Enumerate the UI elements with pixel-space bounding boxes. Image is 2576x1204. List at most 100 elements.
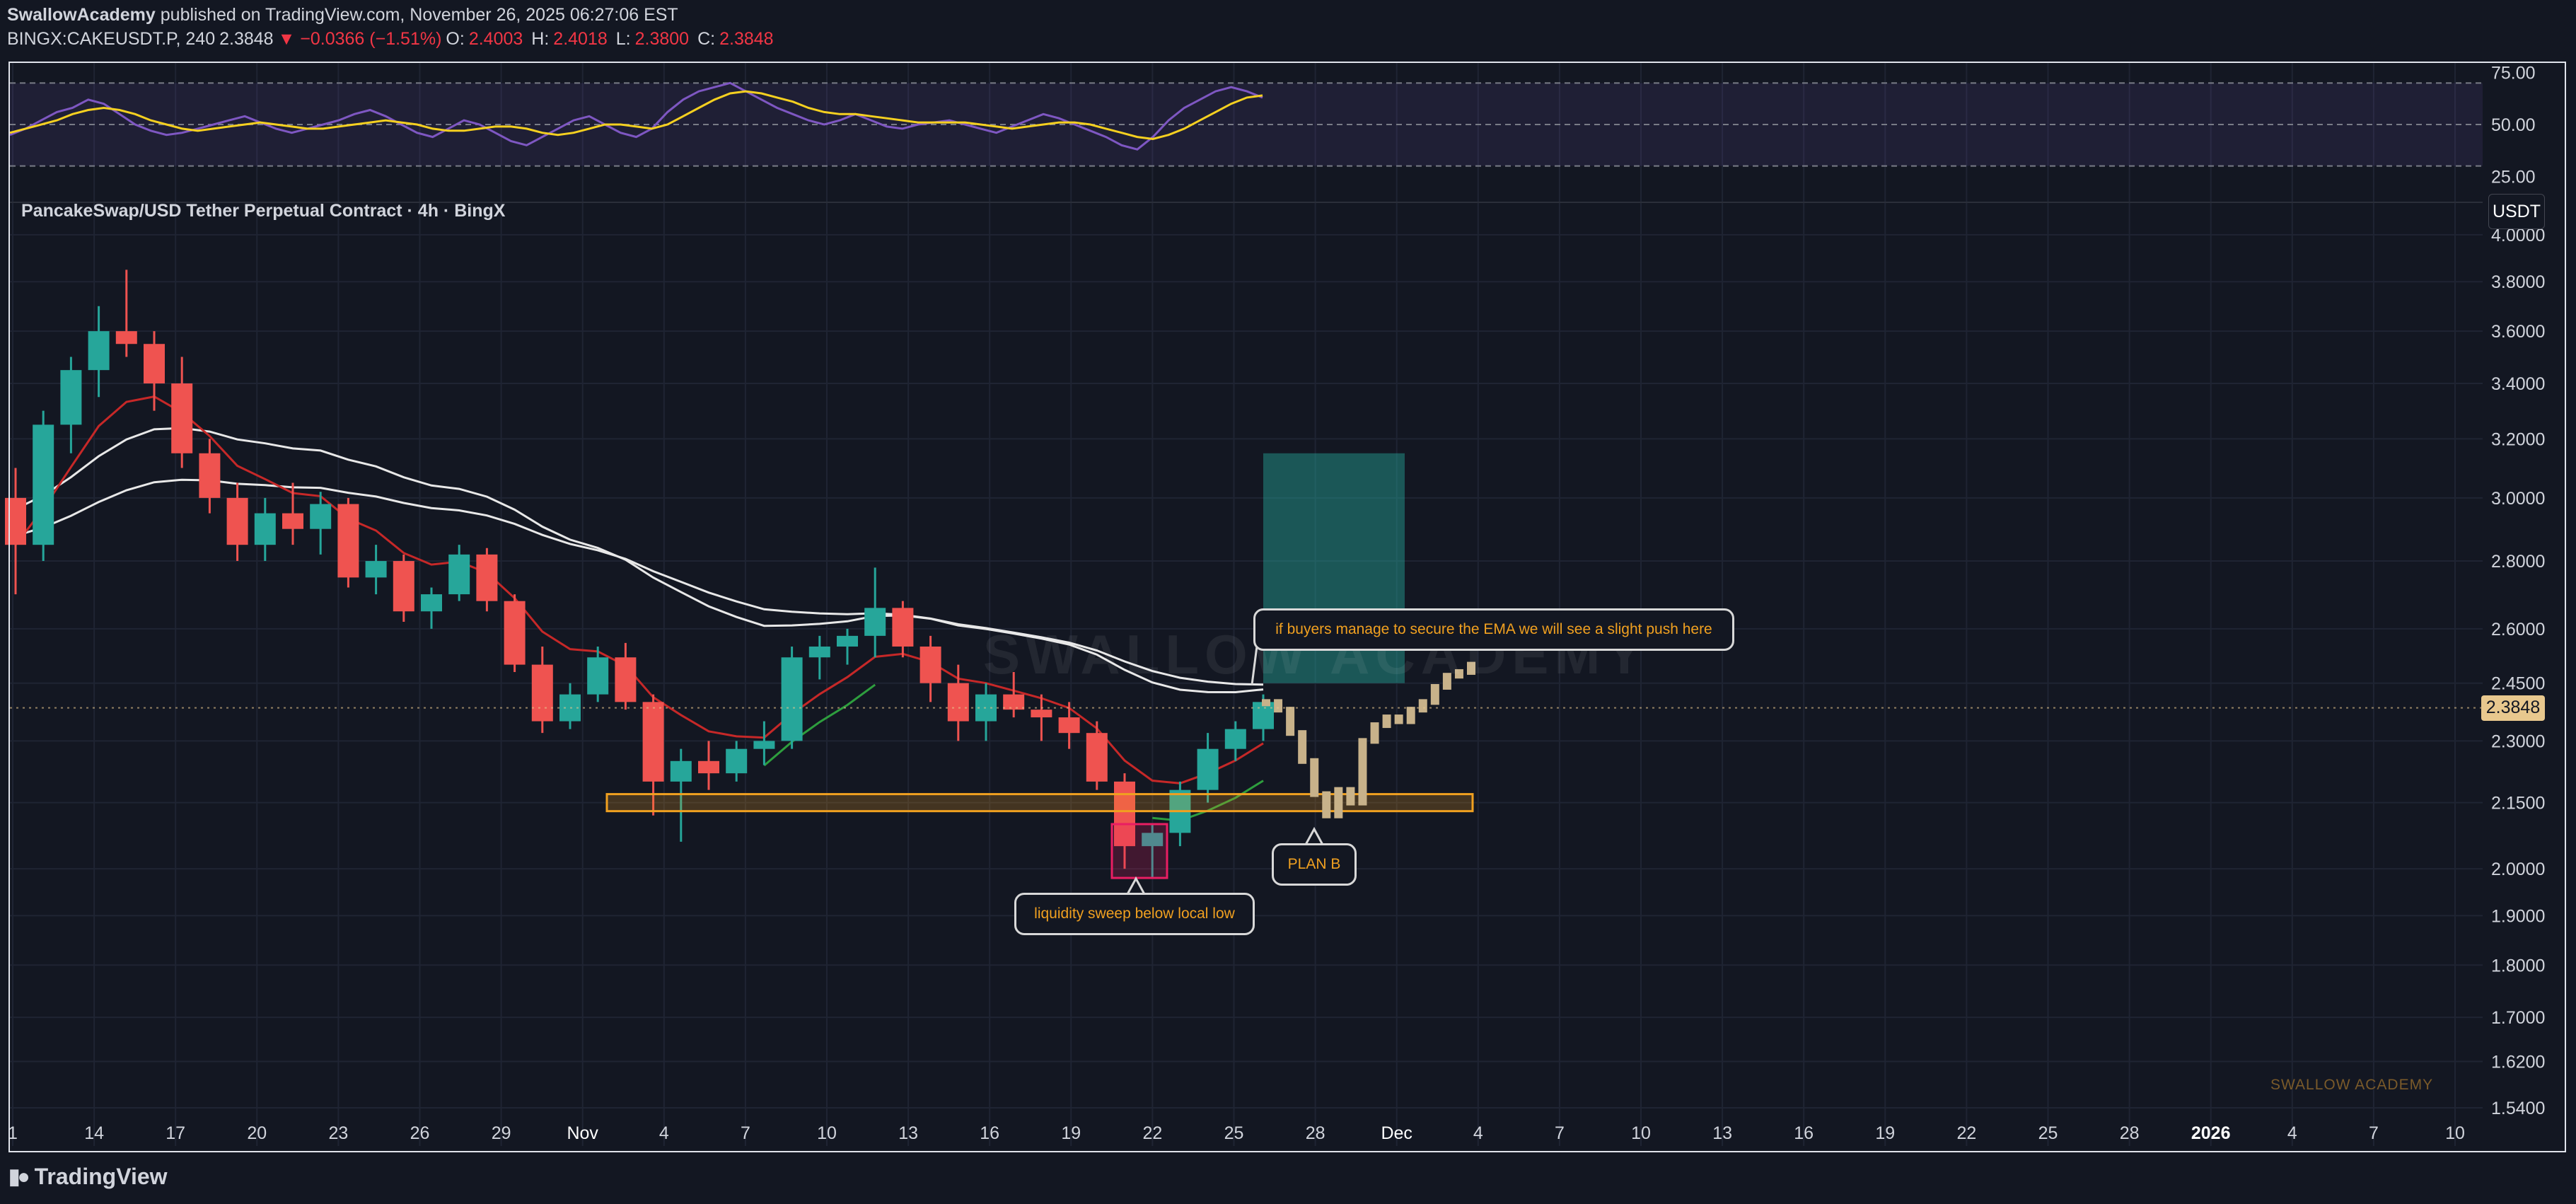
price-tick-label: 3.4000 [2491, 374, 2545, 394]
time-tick-label: 22 [1142, 1123, 1162, 1143]
time-tick-label: 25 [2038, 1123, 2058, 1143]
time-tick-label: 28 [2120, 1123, 2140, 1143]
watermark-small: SWALLOW ACADEMY [2270, 1077, 2434, 1093]
candle-body [365, 561, 387, 578]
price-tick-label: 2.4500 [2491, 674, 2545, 694]
ema-100-line [15, 478, 1264, 686]
projection-bar [1274, 699, 1283, 713]
ema-note-callout[interactable]: if buyers manage to secure the EMA we wi… [1253, 608, 1734, 651]
candle-body [476, 554, 498, 601]
publisher-name[interactable]: SwallowAcademy [7, 5, 156, 25]
candle-body [1031, 710, 1052, 718]
high-group: H: 2.4018 [531, 29, 611, 49]
price-tick-label: 1.8000 [2491, 956, 2545, 976]
projection-bar [1406, 707, 1415, 724]
rsi-tick-label: 50.00 [2491, 115, 2536, 135]
projection-bar [1394, 714, 1403, 724]
time-tick-label: 4 [1473, 1123, 1483, 1143]
low-label: L: [615, 29, 631, 49]
time-tick-label: 16 [980, 1123, 999, 1143]
rsi-tick-label: 25.00 [2491, 167, 2536, 187]
currency-button[interactable]: USDT [2488, 194, 2545, 229]
symbol-label[interactable]: BINGX:CAKEUSDT.P, 240 [7, 29, 216, 49]
candle-body [670, 760, 692, 782]
callout-pointer [1126, 876, 1146, 895]
liquidity-callout[interactable]: liquidity sweep below local low [1014, 893, 1255, 935]
projection-bar [1382, 714, 1391, 729]
projection-bar [1310, 758, 1319, 797]
high-label: H: [531, 29, 550, 49]
plan-b-callout[interactable]: PLAN B [1272, 843, 1357, 886]
price-tick-label: 3.6000 [2491, 322, 2545, 342]
candle-body [88, 331, 110, 371]
price-tick-label: 1.7000 [2491, 1008, 2545, 1028]
candle-body [947, 683, 969, 722]
candle-body [5, 497, 26, 545]
time-tick-label: 10 [817, 1123, 837, 1143]
projection-bar [1346, 787, 1355, 806]
time-tick-label: 13 [898, 1123, 918, 1143]
time-tick-label: 29 [492, 1123, 511, 1143]
candle-body [60, 370, 82, 425]
candle-body [1142, 833, 1164, 847]
time-tick-label: Nov [567, 1123, 598, 1143]
chart-header: SwallowAcademy published on TradingView.… [7, 3, 782, 51]
projection-bar [1454, 668, 1463, 679]
price-tick-label: 2.0000 [2491, 859, 2545, 879]
projection-bar [1262, 699, 1270, 707]
candle-body [642, 702, 664, 782]
instrument-title: PancakeSwap/USD Tether Perpetual Contrac… [21, 201, 506, 221]
candle-body [115, 331, 137, 345]
price-panel[interactable] [5, 270, 2483, 895]
time-tick-label: 4 [2287, 1123, 2297, 1143]
footer-brand: TradingView [34, 1164, 168, 1189]
candle-body [808, 646, 830, 658]
candle-body [698, 760, 719, 774]
candle-body [781, 657, 803, 741]
time-tick-label: 16 [1794, 1123, 1814, 1143]
time-tick-label: 26 [410, 1123, 430, 1143]
candle-body [421, 594, 442, 612]
time-tick-label: 28 [1306, 1123, 1325, 1143]
projection-bar [1442, 673, 1451, 690]
price-tick-label: 2.3000 [2491, 731, 2545, 751]
price-tick-label: 3.8000 [2491, 272, 2545, 292]
close-group: C: 2.3848 [697, 29, 777, 49]
projection-bar [1370, 722, 1379, 744]
time-tick-label: 17 [166, 1123, 185, 1143]
time-tick-label: 23 [328, 1123, 348, 1143]
ema-200-line [15, 427, 1264, 694]
rsi-ma-line [9, 90, 1263, 141]
candle-body [199, 453, 221, 498]
time-axis[interactable]: 1 14 17 20 23 26 29 Nov 4 7 10 13 16 19 22 25 28 Dec 4 7 10 1… [8, 1123, 2465, 1143]
price-tick-label: 2.8000 [2491, 552, 2545, 572]
candle-body [337, 504, 359, 578]
time-tick-label: 10 [1631, 1123, 1651, 1143]
time-tick-label: 19 [1061, 1123, 1081, 1143]
time-tick-label: 7 [741, 1123, 750, 1143]
callout-pointer [1304, 826, 1324, 845]
candle-body [1003, 694, 1025, 710]
candle-body [144, 344, 165, 384]
candle-body [448, 554, 470, 595]
tradingview-logo-icon: ▮● [8, 1165, 30, 1188]
rsi-panel[interactable] [9, 81, 2483, 203]
time-tick-label: 13 [1712, 1123, 1732, 1143]
support-zone [605, 793, 1474, 813]
candle-body [504, 601, 526, 665]
candle-body [726, 748, 748, 774]
candle-body [753, 741, 775, 749]
grid-lines [10, 62, 2483, 1146]
candle-body [33, 424, 54, 545]
projection-bar [1322, 791, 1331, 818]
projection-bar [1334, 787, 1343, 818]
candle-body [615, 657, 637, 702]
projection-bar [1467, 661, 1475, 675]
candle-body [171, 383, 193, 453]
candle-body [1058, 717, 1080, 734]
ema-green-line [763, 683, 876, 767]
candle-body [393, 561, 414, 612]
time-tick-label: 1 [8, 1123, 18, 1143]
tradingview-footer[interactable]: ▮● TradingView [8, 1164, 168, 1190]
